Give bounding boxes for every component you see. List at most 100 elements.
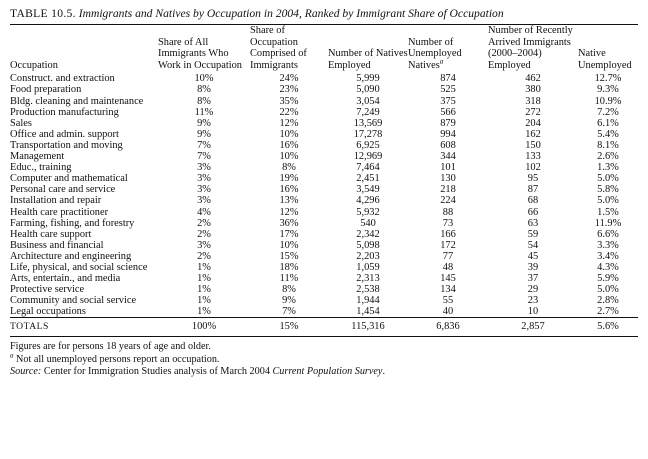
value-cell: 874 — [440, 73, 456, 85]
table-title: Immigrants and Natives by Occupation in … — [78, 7, 504, 20]
column-header: Native Unemployed — [578, 48, 632, 71]
value-cell: 10% — [279, 239, 299, 251]
value-cell: 16% — [279, 139, 299, 151]
totals-cell: 15% — [279, 321, 299, 333]
value-cell: 4.3% — [597, 261, 619, 273]
value-cell: 23% — [279, 84, 299, 96]
occupation-cell: Health care practitioner — [10, 206, 109, 218]
value-cell: 23 — [527, 295, 539, 307]
value-cell: 17% — [279, 228, 299, 240]
value-cell: 13% — [279, 195, 299, 207]
value-cell: 63 — [527, 217, 539, 229]
value-cell: 133 — [525, 151, 541, 163]
value-cell: 10% — [279, 151, 299, 163]
value-cell: 18% — [279, 261, 299, 273]
totals-cell: 115,316 — [351, 321, 385, 333]
value-cell: 130 — [440, 173, 456, 185]
table-row: Protective service 1% 8% 2,538 134 29 5.0% — [10, 284, 638, 295]
source-end: . — [382, 365, 385, 377]
value-cell: 4% — [197, 206, 211, 218]
value-cell: 19% — [279, 173, 299, 185]
value-cell: 12,969 — [353, 151, 383, 163]
column-header: Share of Occupation Comprised of Immigra… — [250, 25, 307, 71]
table-row: Farming, fishing, and forestry 2% 36% 540 73… — [10, 218, 638, 229]
value-cell: 5.8% — [597, 184, 619, 196]
value-cell: 3% — [197, 239, 211, 251]
value-cell: 54 — [527, 239, 539, 251]
table-row: Community and social service 1% 9% 1,944 55 2… — [10, 295, 638, 306]
totals-cell: 6,836 — [436, 321, 460, 333]
occupation-cell: Business and financial — [10, 239, 104, 251]
occupation-cell: Farming, fishing, and forestry — [10, 217, 135, 229]
value-cell: 7% — [197, 139, 211, 151]
totals-cell: 5.6% — [597, 321, 619, 333]
value-cell: 29 — [527, 284, 539, 296]
value-cell: 1% — [197, 273, 211, 285]
value-cell: 8% — [197, 84, 211, 96]
occupation-cell: Sales — [10, 117, 32, 129]
value-cell: 2% — [197, 228, 211, 240]
value-cell: 10% — [279, 128, 299, 140]
value-cell: 3,549 — [356, 184, 380, 196]
value-cell: 224 — [440, 195, 456, 207]
header-row: Occupation Share of All Immigrants Who W… — [10, 25, 638, 73]
value-cell: 77 — [442, 250, 454, 262]
value-cell: 134 — [440, 284, 456, 296]
value-cell: 3,054 — [356, 95, 380, 107]
occupation-cell: Protective service — [10, 284, 85, 296]
value-cell: 3.4% — [597, 250, 619, 262]
value-cell: 11.9% — [594, 217, 622, 229]
table-row: Construct. and extraction 10% 24% 5,999 874 4… — [10, 73, 638, 84]
occupation-cell: Transportation and moving — [10, 139, 123, 151]
column-header: Occupation — [10, 59, 58, 71]
value-cell: 8% — [197, 95, 211, 107]
source-survey: Current Population Survey — [272, 365, 383, 377]
column-header: Number of Unemployed Nativesa — [408, 25, 488, 73]
occupation-cell: Arts, entertain., and media — [10, 273, 121, 285]
value-cell: 40 — [442, 306, 454, 318]
occupation-cell: Community and social service — [10, 295, 137, 307]
table-row: Educ., training 3% 8% 7,464 101 102 1.3% — [10, 162, 638, 173]
value-cell: 272 — [525, 106, 541, 118]
occupation-cell: Office and admin. support — [10, 128, 119, 140]
value-cell: 8.1% — [597, 139, 619, 151]
occupation-cell: Computer and mathematical — [10, 173, 128, 185]
value-cell: 5.9% — [597, 273, 619, 285]
totals-row: TOTALS 100% 15% 115,316 6,836 2,857 5.6% — [10, 317, 638, 337]
value-cell: 1% — [197, 261, 211, 273]
value-cell: 1,454 — [356, 306, 380, 318]
value-cell: 3% — [197, 173, 211, 185]
value-cell: 9.3% — [597, 84, 619, 96]
value-cell: 3% — [197, 195, 211, 207]
source-label: Source: — [10, 365, 42, 377]
occupation-cell: Life, physical, and social science — [10, 261, 148, 273]
value-cell: 15% — [279, 250, 299, 262]
occupation-cell: Health care support — [10, 228, 92, 240]
value-cell: 318 — [525, 95, 541, 107]
footnote-marker: a — [439, 57, 444, 66]
occupation-cell: Management — [10, 151, 65, 163]
totals-cell: 100% — [191, 321, 217, 333]
value-cell: 66 — [527, 206, 539, 218]
value-cell: 36% — [279, 217, 299, 229]
value-cell: 6.6% — [597, 228, 619, 240]
table-row: Office and admin. support 9% 10% 17,278 994 1… — [10, 129, 638, 140]
occupation-cell: Production manufacturing — [10, 106, 119, 118]
table-row: Personal care and service 3% 16% 3,549 218 87… — [10, 184, 638, 195]
value-cell: 994 — [440, 128, 456, 140]
value-cell: 73 — [442, 217, 454, 229]
value-cell: 566 — [440, 106, 456, 118]
value-cell: 218 — [440, 184, 456, 196]
occupation-cell: Educ., training — [10, 162, 72, 174]
footnote-text: Not all unemployed persons report an occ… — [13, 353, 220, 365]
value-cell: 6.1% — [597, 117, 619, 129]
value-cell: 3% — [197, 184, 211, 196]
occupation-table: Occupation Share of All Immigrants Who W… — [10, 25, 638, 336]
value-cell: 5,999 — [356, 73, 380, 85]
table-row: Legal occupations 1% 7% 1,454 40 10 2.7% — [10, 306, 638, 318]
value-cell: 39 — [527, 261, 539, 273]
value-cell: 3.3% — [597, 239, 619, 251]
occupation-cell: Installation and repair — [10, 195, 102, 207]
value-cell: 102 — [525, 162, 541, 174]
value-cell: 2,203 — [356, 250, 380, 262]
